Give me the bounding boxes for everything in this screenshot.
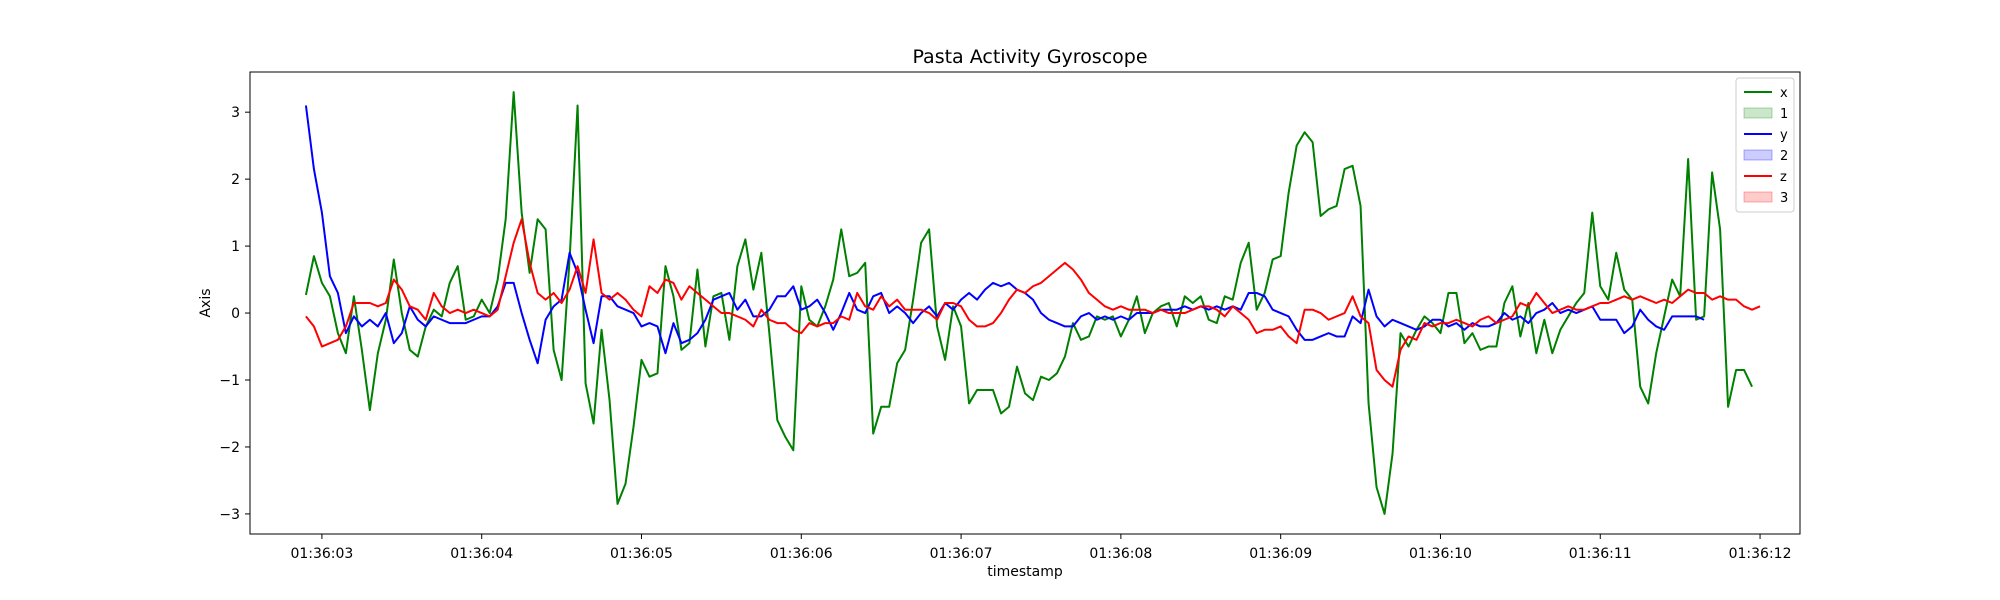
legend-label: 1 — [1780, 107, 1788, 122]
y-tick-label: 2 — [231, 172, 240, 188]
legend-label: y — [1780, 128, 1788, 143]
x-axis-label: timestamp — [987, 564, 1063, 580]
x-tick-label: 01:36:08 — [1089, 546, 1152, 562]
series-line-y — [304, 105, 1705, 365]
y-axis: −3 −2 −1 0 1 2 3 — [219, 105, 250, 523]
x-tick-label: 01:36:09 — [1249, 546, 1312, 562]
y-tick-label: −1 — [219, 373, 240, 389]
y-tick-label: 1 — [231, 239, 240, 255]
legend-label: 3 — [1780, 191, 1788, 206]
x-tick-label: 01:36:11 — [1569, 546, 1632, 562]
legend-patch-swatch — [1743, 149, 1773, 161]
x-tick-label: 01:36:12 — [1729, 546, 1792, 562]
x-tick-label: 01:36:04 — [450, 546, 513, 562]
series-line-x — [304, 91, 1753, 515]
series-layer — [304, 91, 1761, 515]
legend-label: x — [1780, 86, 1788, 101]
legend: x 1 y 2 z 3 — [1735, 77, 1795, 213]
y-axis-label: Axis — [198, 288, 214, 317]
chart-title: Pasta Activity Gyroscope — [912, 46, 1147, 68]
legend-label: 2 — [1780, 149, 1788, 164]
legend-label: z — [1780, 170, 1787, 185]
y-tick-label: −3 — [219, 507, 240, 523]
x-tick-label: 01:36:03 — [290, 546, 353, 562]
legend-box — [1735, 77, 1795, 213]
legend-patch-swatch — [1743, 191, 1773, 203]
y-tick-label: −2 — [219, 440, 240, 456]
x-tick-label: 01:36:06 — [770, 546, 833, 562]
x-axis: 01:36:03 01:36:04 01:36:05 01:36:06 01:36:07… — [290, 534, 1791, 562]
series-line-z — [305, 218, 1761, 388]
y-tick-label: 0 — [231, 306, 240, 322]
x-tick-label: 01:36:05 — [610, 546, 673, 562]
x-tick-label: 01:36:10 — [1409, 546, 1472, 562]
y-tick-label: 3 — [231, 105, 240, 121]
plot-area — [249, 71, 1801, 535]
legend-patch-swatch — [1743, 107, 1773, 119]
x-tick-label: 01:36:07 — [930, 546, 993, 562]
